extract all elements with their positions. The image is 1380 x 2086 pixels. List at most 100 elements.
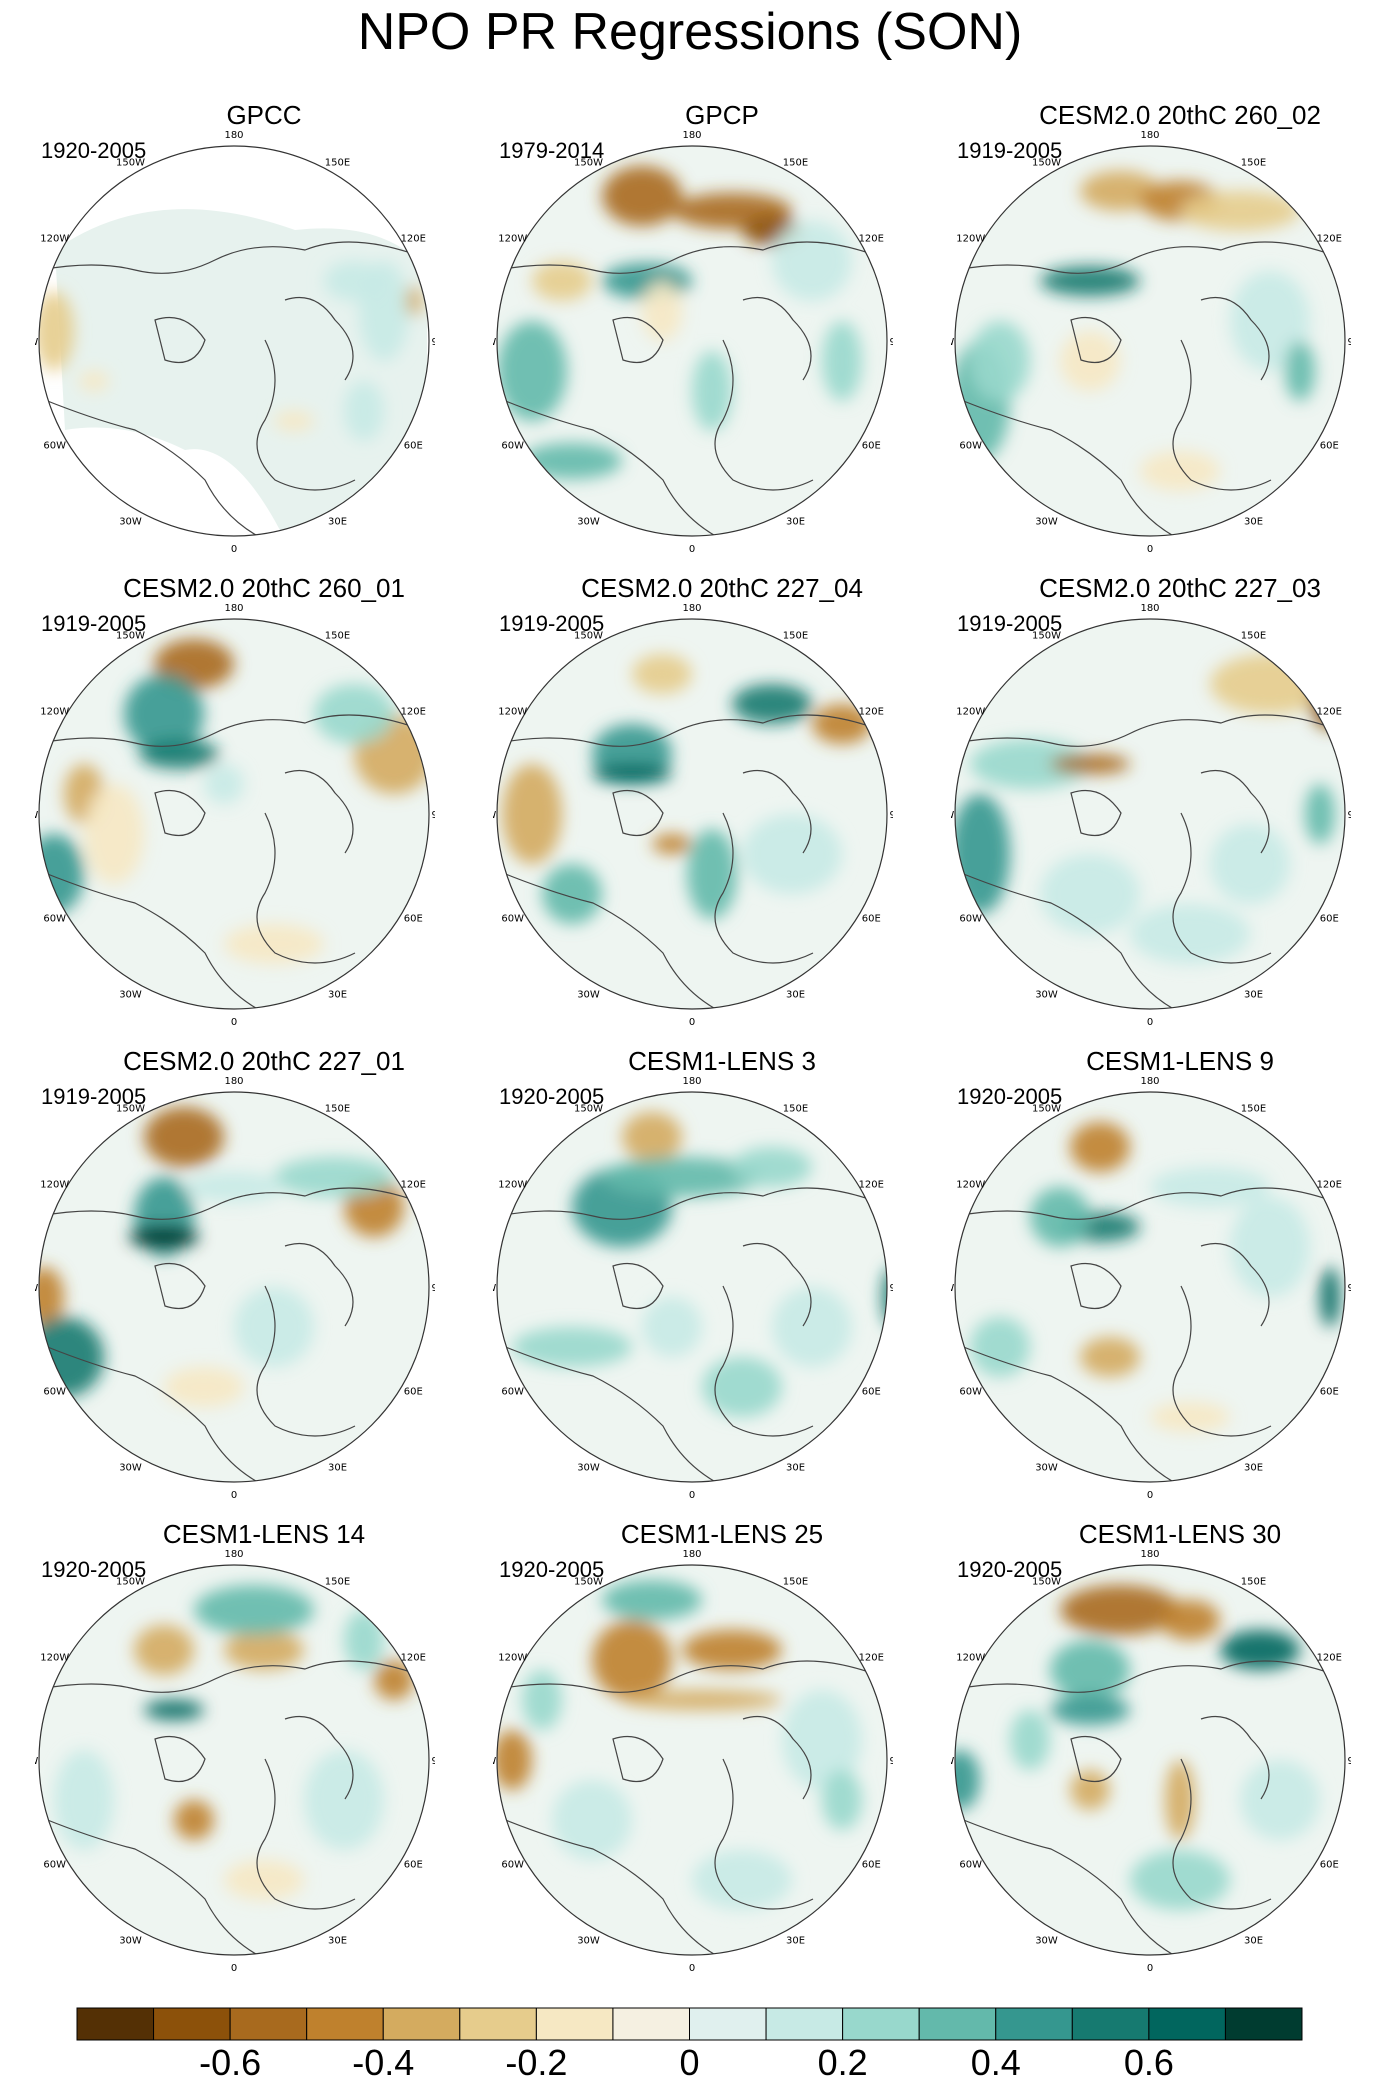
longitude-label: 150E — [1241, 1577, 1266, 1588]
panel-title: CESM2.0 20thC 227_03 — [1039, 573, 1321, 603]
longitude-label: 60E — [1320, 914, 1339, 925]
panel-title: CESM1-LENS 25 — [620, 1519, 824, 1549]
longitude-label: 120E — [859, 1180, 884, 1191]
longitude-label: 150W — [1032, 631, 1061, 642]
longitude-label: 60E — [862, 441, 881, 452]
anomaly-blob — [224, 1630, 304, 1670]
longitude-label: 120E — [1317, 234, 1342, 245]
longitude-label: 120W — [956, 707, 985, 718]
anomaly-blob — [1130, 904, 1250, 964]
map-boundary — [496, 1091, 888, 1483]
longitude-label: 150W — [116, 158, 145, 169]
longitude-label: 30E — [786, 516, 805, 527]
anomaly-blob — [522, 1670, 562, 1730]
anomaly-blob — [822, 1770, 862, 1830]
longitude-label: 150E — [325, 631, 350, 642]
longitude-label: 30E — [786, 1462, 805, 1473]
longitude-label: 90E — [1347, 1756, 1351, 1767]
anomaly-blob — [742, 814, 842, 894]
longitude-label: 120W — [40, 234, 69, 245]
longitude-label: 150E — [1241, 1104, 1266, 1115]
longitude-label: 90E — [889, 1756, 893, 1767]
longitude-label: 120W — [956, 1180, 985, 1191]
longitude-label: 0 — [689, 1017, 695, 1028]
anomaly-blob — [622, 1112, 682, 1162]
anomaly-blob — [732, 1147, 812, 1187]
longitude-label: 30W — [1035, 989, 1058, 1000]
panel-title: GPCP — [685, 100, 759, 130]
longitude-label: 120W — [40, 1180, 69, 1191]
anomaly-blob — [274, 411, 314, 431]
map-boundary — [954, 1091, 1346, 1483]
longitude-label: 150W — [574, 631, 603, 642]
anomaly-blob — [732, 684, 812, 724]
longitude-label: 180 — [224, 603, 243, 614]
longitude-label: 60W — [501, 914, 524, 925]
longitude-label: 90W — [951, 1283, 954, 1294]
coastline — [955, 714, 1345, 1009]
longitude-label: 120E — [401, 707, 426, 718]
longitude-label: 0 — [231, 1963, 237, 1974]
coastline — [39, 241, 429, 536]
longitude-label: 60W — [501, 441, 524, 452]
anomaly-blob — [134, 1625, 194, 1675]
anomaly-blob — [812, 704, 872, 744]
polar-map: 180 150E 120E 90E 60E 30E 0 30W 60W 90W 120W 150W — [951, 1076, 1351, 1501]
polar-map: 180 150E 120E 90E 60E 30E 0 30W 60W 90W 120W 150W — [35, 130, 435, 555]
longitude-label: 150W — [1032, 158, 1061, 169]
polar-map: 180 150E 120E 90E 60E 30E 0 30W 60W 90W 120W 150W — [493, 1549, 893, 1974]
longitude-label: 120E — [859, 234, 884, 245]
longitude-label: 120W — [956, 234, 985, 245]
longitude-label: 60E — [862, 1387, 881, 1398]
longitude-label: 90E — [889, 810, 893, 821]
longitude-label: 150E — [783, 1577, 808, 1588]
longitude-label: 180 — [224, 1549, 243, 1560]
longitude-label: 90W — [493, 1283, 496, 1294]
longitude-label: 120E — [401, 1180, 426, 1191]
anomaly-blob — [552, 1780, 632, 1860]
longitude-label: 180 — [682, 603, 701, 614]
longitude-label: 0 — [689, 1963, 695, 1974]
panel-years: 1920-2005 — [41, 138, 147, 163]
anomaly-blob — [1285, 341, 1315, 401]
panel-title: CESM2.0 20thC 260_02 — [1039, 100, 1321, 130]
coastline — [39, 1187, 429, 1482]
panel-title: CESM2.0 20thC 260_01 — [123, 573, 405, 603]
map-background — [955, 619, 1345, 1009]
anomaly-blob — [782, 1690, 862, 1790]
anomaly-blob — [54, 1750, 114, 1850]
anomaly-blob — [184, 1172, 284, 1202]
longitude-label: 150W — [116, 631, 145, 642]
longitude-label: 30W — [1035, 1462, 1058, 1473]
longitude-label: 150E — [1241, 631, 1266, 642]
map-boundary — [496, 618, 888, 1010]
panel-years: 1920-2005 — [957, 1557, 1063, 1582]
longitude-label: 180 — [1140, 1549, 1159, 1560]
longitude-label: 120E — [859, 1653, 884, 1664]
anomaly-blob — [139, 739, 219, 769]
longitude-label: 30W — [119, 989, 142, 1000]
longitude-label: 150E — [325, 158, 350, 169]
longitude-label: 120E — [859, 707, 884, 718]
longitude-label: 0 — [231, 1490, 237, 1501]
anomaly-blob — [602, 166, 682, 226]
longitude-label: 150E — [1241, 158, 1266, 169]
polar-map: 180 150E 120E 90E 60E 30E 0 30W 60W 90W 120W 150W — [493, 603, 893, 1028]
anomaly-blob — [39, 834, 84, 914]
polar-map: 180 150E 120E 90E 60E 30E 0 30W 60W 90W 120W 150W — [951, 1549, 1351, 1974]
map-boundary — [38, 145, 430, 537]
anomaly-blob — [224, 1860, 304, 1900]
anomaly-blob — [1070, 1122, 1130, 1172]
anomaly-blob — [687, 829, 737, 919]
longitude-label: 60W — [959, 441, 982, 452]
anomaly-blob — [497, 1730, 532, 1790]
anomaly-blob — [592, 1620, 672, 1700]
coastline — [955, 1660, 1345, 1955]
polar-map: 180 150E 120E 90E 60E 30E 0 30W 60W 90W 120W 150W — [35, 1076, 435, 1501]
anomaly-blob — [204, 764, 244, 804]
longitude-label: 60W — [43, 914, 66, 925]
anomaly-blob — [497, 321, 567, 421]
